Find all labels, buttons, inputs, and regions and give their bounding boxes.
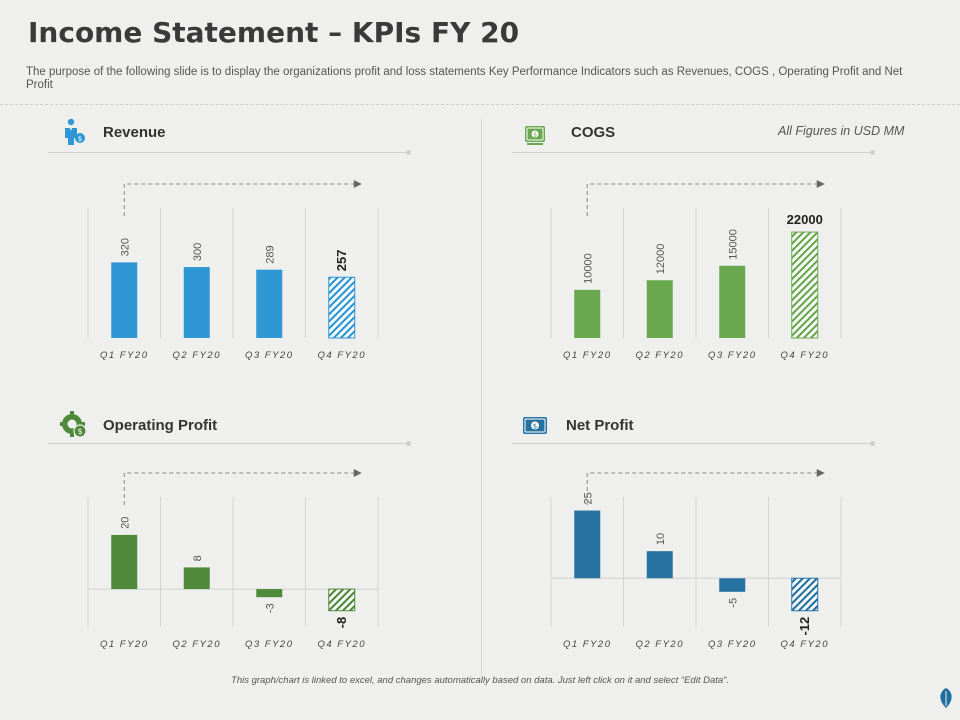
net-profit-bar-2 bbox=[646, 551, 673, 579]
net-profit-value-label-3: -5 bbox=[727, 598, 739, 608]
cogs-value-label-3: 15000 bbox=[727, 229, 739, 260]
operating-profit-title: Operating Profit bbox=[103, 417, 218, 434]
operating-profit-category-label-3: Q3 FY20 bbox=[245, 639, 294, 650]
gear-money-icon: $ bbox=[59, 410, 88, 438]
cogs-bar-2 bbox=[646, 280, 673, 338]
revenue-category-label-3: Q3 FY20 bbox=[245, 350, 294, 361]
net-profit-category-label-2: Q2 FY20 bbox=[635, 639, 684, 650]
revenue-value-label-1: 320 bbox=[119, 238, 131, 256]
net-profit-title: Net Profit bbox=[566, 417, 634, 434]
cogs-category-label-3: Q3 FY20 bbox=[708, 350, 757, 361]
revenue-category-label-4: Q4 FY20 bbox=[317, 350, 366, 361]
cogs-bar-4 bbox=[791, 231, 819, 339]
cash-chart-icon: $ bbox=[522, 414, 548, 440]
operating-profit-trend-arrow-head bbox=[353, 469, 362, 477]
page-subtitle: The purpose of the following slide is to… bbox=[26, 66, 903, 91]
revenue-bar-2 bbox=[183, 267, 210, 338]
operating-profit-bar-1 bbox=[111, 534, 138, 590]
svg-text:$: $ bbox=[533, 422, 537, 430]
operating-profit-category-label-1: Q1 FY20 bbox=[100, 639, 149, 650]
operating-profit-value-label-2: 8 bbox=[192, 555, 204, 561]
revenue-bar-3 bbox=[256, 269, 283, 338]
operating-profit-category-label-2: Q2 FY20 bbox=[172, 639, 221, 650]
svg-text:$: $ bbox=[78, 135, 82, 143]
revenue-value-label-2: 300 bbox=[192, 243, 204, 261]
revenue-trend-arrow bbox=[123, 183, 354, 216]
cash-icon: $ bbox=[524, 122, 546, 148]
page-title: Income Statement – KPIs FY 20 bbox=[28, 16, 520, 49]
revenue-trend-arrow-head bbox=[353, 180, 362, 188]
net-profit-trend-arrow bbox=[586, 472, 817, 505]
net-profit-value-label-1: 25 bbox=[582, 492, 594, 504]
revenue-rule bbox=[48, 150, 411, 155]
svg-text:$: $ bbox=[533, 132, 537, 139]
cogs-trend-arrow-head bbox=[816, 180, 825, 188]
cogs-value-label-1: 10000 bbox=[582, 253, 594, 284]
cogs-value-label-2: 12000 bbox=[655, 244, 667, 275]
net-profit-rule bbox=[512, 441, 875, 446]
revenue-category-label-1: Q1 FY20 bbox=[100, 350, 149, 361]
cogs-rule bbox=[512, 150, 875, 155]
cogs-trend-arrow bbox=[586, 183, 817, 216]
svg-text:$: $ bbox=[77, 427, 82, 436]
operating-profit-value-label-3: -3 bbox=[264, 603, 276, 613]
units-note: All Figures in USD MM bbox=[778, 124, 905, 138]
leaf-logo-icon bbox=[937, 686, 955, 710]
net-profit-value-label-4: -12 bbox=[797, 617, 812, 636]
operating-profit-bar-4 bbox=[328, 588, 356, 612]
person-money-icon: $ bbox=[64, 118, 86, 145]
cogs-category-label-4: Q4 FY20 bbox=[780, 350, 829, 361]
operating-profit-value-label-1: 20 bbox=[119, 517, 131, 529]
revenue-value-label-4: 257 bbox=[334, 250, 349, 272]
net-profit-category-label-1: Q1 FY20 bbox=[563, 639, 612, 650]
revenue-bar-1 bbox=[111, 262, 138, 338]
cogs-bar-1 bbox=[574, 289, 601, 338]
operating-profit-bar-chart: 20 Q1 FY20 8 Q2 FY20 -3 Q3 FY20 -8 Q4 FY20 bbox=[87, 469, 379, 650]
revenue-value-label-3: 289 bbox=[264, 245, 276, 263]
cogs-title: COGS bbox=[571, 124, 616, 141]
operating-profit-trend-arrow bbox=[123, 472, 354, 505]
cogs-category-label-1: Q1 FY20 bbox=[563, 350, 612, 361]
net-profit-value-label-2: 10 bbox=[655, 533, 667, 545]
revenue-bar-chart: 320 Q1 FY20 300 Q2 FY20 289 Q3 FY20 257 Q4 FY20 bbox=[87, 180, 379, 361]
center-divider bbox=[481, 118, 482, 678]
revenue-title: Revenue bbox=[103, 124, 166, 141]
cogs-bar-chart: 10000 Q1 FY20 12000 Q2 FY20 15000 Q3 FY20 2200… bbox=[550, 180, 842, 361]
operating-profit-rule bbox=[48, 441, 411, 446]
cogs-value-label-4: 22000 bbox=[787, 212, 823, 227]
net-profit-trend-arrow-head bbox=[816, 469, 825, 477]
operating-profit-bar-2 bbox=[183, 567, 210, 590]
header-divider bbox=[0, 104, 960, 105]
operating-profit-bar-3 bbox=[256, 589, 283, 598]
revenue-category-label-2: Q2 FY20 bbox=[172, 350, 221, 361]
operating-profit-category-label-4: Q4 FY20 bbox=[317, 639, 366, 650]
net-profit-bar-3 bbox=[719, 578, 746, 592]
net-profit-category-label-4: Q4 FY20 bbox=[780, 639, 829, 650]
revenue-bar-4 bbox=[328, 276, 356, 339]
cogs-bar-3 bbox=[719, 265, 746, 338]
footer-note: This graph/chart is linked to excel, and… bbox=[231, 675, 729, 686]
net-profit-bar-4 bbox=[791, 577, 819, 612]
cogs-category-label-2: Q2 FY20 bbox=[635, 350, 684, 361]
net-profit-category-label-3: Q3 FY20 bbox=[708, 639, 757, 650]
net-profit-bar-chart: 25 Q1 FY20 10 Q2 FY20 -5 Q3 FY20 -12 Q4 FY20 bbox=[550, 469, 842, 650]
net-profit-bar-1 bbox=[574, 510, 601, 579]
operating-profit-value-label-4: -8 bbox=[334, 617, 349, 629]
